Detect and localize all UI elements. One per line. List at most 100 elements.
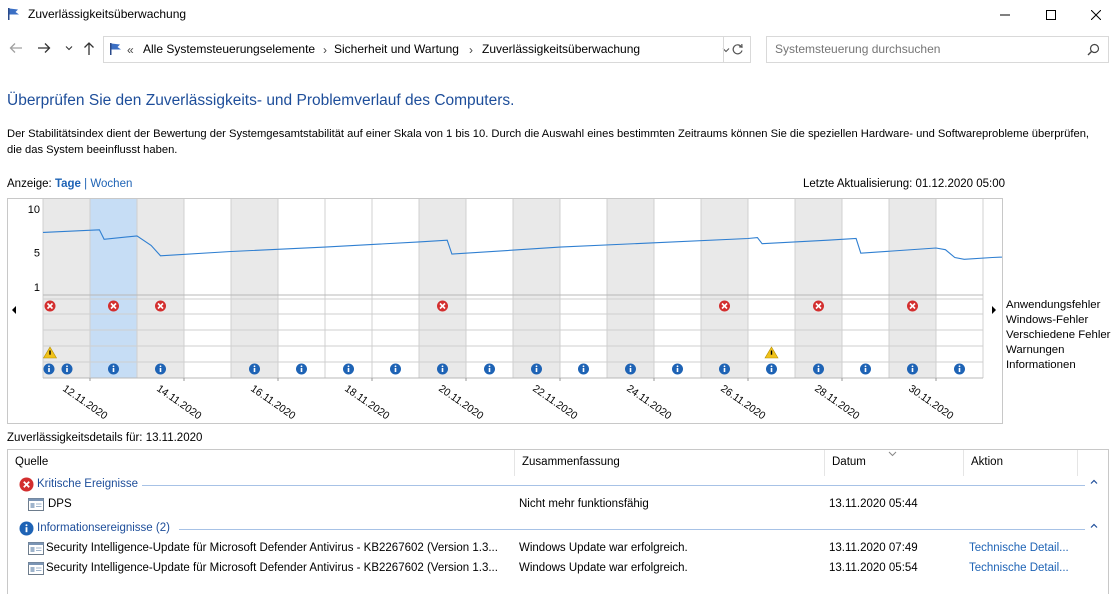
up-arrow-icon[interactable] — [82, 40, 96, 56]
view-selector: Anzeige: Tage | Wochen — [7, 178, 132, 190]
x-tick-label: 12.11.2020 — [60, 383, 109, 423]
info-icon-mark — [394, 368, 397, 372]
row-source: DPS — [48, 498, 72, 510]
search-box[interactable] — [766, 36, 1109, 63]
x-tick-label: 28.11.2020 — [812, 383, 861, 423]
info-icon-dot — [535, 365, 538, 368]
info-icon-dot — [300, 365, 303, 368]
row-source: Security Intelligence-Update für Microso… — [46, 562, 498, 574]
table-row[interactable]: Security Intelligence-Update für Microso… — [8, 539, 1088, 559]
error-icon-cross — [439, 302, 446, 310]
chevron-up-icon[interactable] — [1089, 477, 1099, 487]
close-icon — [1091, 9, 1101, 20]
refresh-button[interactable] — [723, 36, 751, 63]
column-header-summary[interactable]: Zusammenfassung — [515, 450, 825, 476]
application-icon — [28, 498, 44, 511]
info-icon-mark — [629, 368, 632, 372]
reliability-chart[interactable]: 10 5 1 12.11.2020 14.11.2020 16.11.2020 18.11.… — [7, 198, 1003, 424]
chart-scroll-right-icon[interactable] — [990, 305, 998, 315]
row-summary: Windows Update war erfolgreich. — [519, 542, 688, 554]
info-icon-dot — [582, 365, 585, 368]
chevron-down-icon[interactable] — [64, 43, 74, 53]
breadcrumb-item-reliability[interactable]: Zuverlässigkeitsüberwachung — [482, 42, 641, 56]
chart-canvas[interactable]: 10 5 1 12.11.2020 14.11.2020 16.11.2020 18.11.… — [8, 199, 1002, 423]
view-label: Anzeige: — [7, 178, 52, 190]
chart-scroll-left-icon[interactable] — [10, 305, 18, 315]
row-source: Security Intelligence-Update für Microso… — [46, 542, 498, 554]
info-icon-dot — [66, 365, 68, 368]
row-date: 13.11.2020 07:49 — [829, 542, 918, 554]
info-icon-mark — [441, 368, 444, 372]
sort-indicator-icon — [888, 451, 897, 457]
row-action-link[interactable]: Technische Detail... — [969, 562, 1069, 574]
x-tick-label: 18.11.2020 — [342, 383, 391, 423]
breadcrumb-separator-icon[interactable]: › — [323, 43, 327, 57]
chevron-up-icon[interactable] — [1089, 521, 1099, 531]
group-label: Informationsereignisse (2) — [37, 522, 170, 534]
group-label: Kritische Ereignisse — [37, 478, 138, 490]
search-input[interactable] — [775, 42, 1075, 56]
error-icon — [19, 477, 34, 492]
row-action-link[interactable]: Technische Detail... — [969, 542, 1069, 554]
table-row[interactable]: DPS Nicht mehr funktionsfähig 13.11.2020… — [8, 495, 1088, 515]
group-information-events[interactable]: Informationsereignisse (2) — [8, 518, 1108, 540]
info-icon-dot — [770, 365, 773, 368]
breadcrumb-item-all-control-panel[interactable]: Alle Systemsteuerungselemente — [143, 42, 316, 56]
chart-day-column — [701, 199, 748, 378]
info-icon-dot — [347, 365, 350, 368]
forward-arrow-icon[interactable] — [37, 41, 51, 55]
application-icon — [28, 542, 44, 555]
breadcrumb-overflow[interactable]: « — [127, 43, 134, 57]
view-days-link[interactable]: Tage — [54, 178, 81, 190]
column-header-source[interactable]: Quelle — [8, 450, 515, 476]
info-icon-dot — [394, 365, 397, 368]
x-tick-label: 26.11.2020 — [718, 383, 767, 423]
warning-icon-mark — [49, 350, 51, 355]
chart-day-column — [90, 199, 137, 378]
breadcrumb-separator-icon[interactable]: › — [469, 43, 473, 57]
search-icon[interactable] — [1087, 43, 1100, 56]
info-icon-mark — [112, 368, 115, 372]
chart-day-column — [184, 199, 231, 378]
row-label-misc-errors: Verschiedene Fehler — [1006, 329, 1111, 341]
minimize-button[interactable] — [982, 0, 1028, 29]
chart-day-column — [513, 199, 560, 378]
info-icon-dot — [441, 365, 444, 368]
info-icon-mark — [347, 368, 350, 372]
application-icon — [28, 562, 44, 575]
chart-day-column — [560, 199, 607, 378]
breadcrumb-item-security[interactable]: Sicherheit und Wartung — [334, 42, 459, 56]
address-bar[interactable]: « Alle Systemsteuerungselemente › Sicher… — [103, 36, 751, 63]
group-divider — [142, 485, 1085, 486]
close-button[interactable] — [1073, 0, 1119, 29]
error-icon-cross — [815, 302, 822, 310]
x-tick-label: 16.11.2020 — [248, 383, 297, 423]
view-separator: | — [84, 178, 88, 190]
chart-day-column — [889, 199, 936, 378]
info-icon-mark — [300, 368, 303, 372]
view-weeks-link[interactable]: Wochen — [90, 178, 133, 190]
x-tick-label: 14.11.2020 — [154, 383, 203, 423]
address-dropdown-button[interactable] — [715, 37, 737, 62]
maximize-icon — [1046, 9, 1056, 20]
error-icon-cross — [157, 302, 164, 310]
row-summary: Windows Update war erfolgreich. — [519, 562, 688, 574]
x-tick-label: 30.11.2020 — [906, 383, 955, 423]
info-icon-dot — [864, 365, 867, 368]
back-arrow-icon[interactable] — [9, 41, 23, 55]
info-icon-dot — [159, 365, 162, 368]
last-update-text: Letzte Aktualisierung: 01.12.2020 05:00 — [803, 178, 1006, 190]
column-header-date[interactable]: Datum — [825, 450, 964, 476]
group-critical-events[interactable]: Kritische Ereignisse — [8, 474, 1108, 496]
chart-day-column — [607, 199, 654, 378]
row-summary: Nicht mehr funktionsfähig — [519, 498, 649, 510]
maximize-button[interactable] — [1028, 0, 1074, 29]
window-title: Zuverlässigkeitsüberwachung — [28, 7, 187, 21]
table-row[interactable]: Security Intelligence-Update für Microso… — [8, 559, 1088, 579]
info-icon-dot — [817, 365, 820, 368]
error-icon-cross — [909, 302, 916, 310]
y-tick-label: 10 — [28, 204, 40, 216]
column-header-action[interactable]: Aktion — [964, 450, 1078, 476]
row-label-windows-errors: Windows-Fehler — [1006, 314, 1089, 326]
details-table: Quelle Zusammenfassung Datum Aktion Krit… — [7, 449, 1109, 594]
